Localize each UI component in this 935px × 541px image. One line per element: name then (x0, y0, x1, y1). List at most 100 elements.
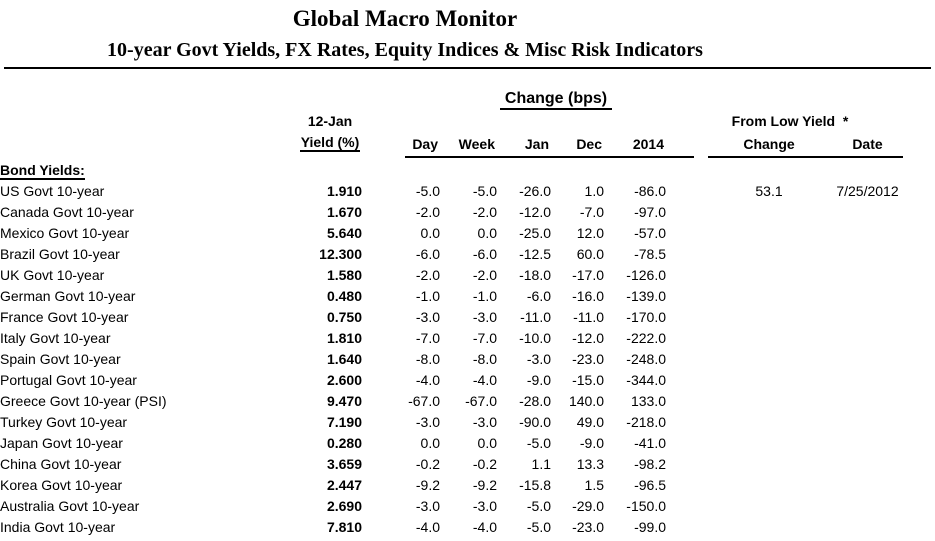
yield-cell: 1.670 (326, 204, 362, 220)
col-header-2014: 2014 (632, 136, 664, 152)
week-change-cell: -2.0 (472, 267, 497, 283)
section-row-filler (298, 160, 905, 181)
dec-change-cell: -7.0 (579, 204, 604, 220)
day-change-cell: -3.0 (415, 498, 440, 514)
week-change-cell: -7.0 (472, 330, 497, 346)
week-change-cell: -67.0 (465, 393, 497, 409)
from-low-change-cell (708, 349, 830, 370)
jan-change-cell: -25.0 (519, 225, 551, 241)
page-subtitle: 10-year Govt Yields, FX Rates, Equity In… (107, 39, 703, 61)
change-bps-group-header: Change (bps) (466, 90, 646, 110)
day-change-cell: -9.2 (415, 477, 440, 493)
table-row: German Govt 10-year 0.480 -1.0 -1.0 -6.0… (0, 286, 905, 307)
ytd-2014-change-cell: -57.0 (634, 225, 666, 241)
title-block: Global Macro Monitor 10-year Govt Yields… (0, 2, 810, 65)
ytd-2014-change-cell: -96.5 (634, 477, 666, 493)
table-row: Italy Govt 10-year 1.810 -7.0 -7.0 -10.0… (0, 328, 905, 349)
from-low-date-cell (830, 412, 905, 433)
week-change-cell: -0.2 (472, 456, 497, 472)
spacer-cell (666, 202, 708, 223)
day-change-cell: -1.0 (415, 288, 440, 304)
spacer-cell (666, 244, 708, 265)
col-header-low-change: Change (743, 136, 795, 152)
ytd-2014-change-cell: -98.2 (634, 456, 666, 472)
day-change-cell: -5.0 (415, 183, 440, 199)
jan-change-cell: -26.0 (519, 183, 551, 199)
table-row: Spain Govt 10-year 1.640 -8.0 -8.0 -3.0 … (0, 349, 905, 370)
spacer-cell (666, 265, 708, 286)
from-low-date-cell (830, 307, 905, 328)
spacer-cell (666, 307, 708, 328)
dec-change-cell: -17.0 (572, 267, 604, 283)
week-change-cell: 0.0 (477, 225, 497, 241)
day-change-cell: -4.0 (415, 519, 440, 535)
spacer-cell (666, 370, 708, 391)
from-low-yield-group-header: From Low Yield * (731, 113, 849, 129)
spacer-cell (666, 517, 708, 538)
jan-change-cell: -12.0 (519, 204, 551, 220)
from-low-date-cell (830, 517, 905, 538)
from-low-date-cell (830, 391, 905, 412)
yield-cell: 2.690 (326, 498, 362, 514)
from-low-date-cell (830, 265, 905, 286)
yield-cell: 9.470 (326, 393, 362, 409)
ytd-2014-change-cell: -139.0 (626, 288, 666, 304)
page-title: Global Macro Monitor (292, 6, 518, 31)
ytd-2014-change-cell: -150.0 (626, 498, 666, 514)
week-change-cell: -5.0 (472, 183, 497, 199)
week-change-cell: -2.0 (472, 204, 497, 220)
spacer-cell (666, 475, 708, 496)
ytd-2014-change-cell: -218.0 (626, 414, 666, 430)
yield-cell: 7.810 (326, 519, 362, 535)
col-header-dec: Dec (576, 136, 602, 152)
change-columns-divider (405, 156, 694, 158)
yield-cell: 2.600 (326, 372, 362, 388)
from-low-change-cell (708, 391, 830, 412)
dec-change-cell: 140.0 (568, 393, 604, 409)
row-label-cell: Mexico Govt 10-year (0, 225, 130, 241)
dec-change-cell: -23.0 (572, 519, 604, 535)
bond-yields-table: Bond Yields: US Govt 10-year 1.910 -5.0 … (0, 160, 905, 541)
dec-change-cell: -29.0 (572, 498, 604, 514)
dec-change-cell: 13.3 (576, 456, 604, 472)
from-low-change-cell (708, 286, 830, 307)
spacer-cell (666, 454, 708, 475)
section-label-cell: Bond Yields: (0, 160, 298, 181)
spacer-cell (666, 496, 708, 517)
dec-change-cell: 49.0 (576, 414, 604, 430)
from-low-date-cell (830, 433, 905, 454)
col-header-jan: Jan (524, 136, 549, 152)
from-low-change-cell (708, 433, 830, 454)
spacer-cell (666, 286, 708, 307)
row-label-cell: UK Govt 10-year (0, 267, 105, 283)
yield-cell: 12.300 (319, 246, 362, 262)
week-change-cell: -3.0 (472, 498, 497, 514)
table-row: Korea Govt 10-year 2.447 -9.2 -9.2 -15.8… (0, 475, 905, 496)
from-low-change-cell (708, 223, 830, 244)
from-low-date-cell (830, 454, 905, 475)
jan-change-cell: -12.5 (519, 246, 551, 262)
yield-cell: 5.640 (326, 225, 362, 241)
from-low-change-cell (708, 307, 830, 328)
spacer-cell (666, 433, 708, 454)
from-low-date-cell (830, 349, 905, 370)
ytd-2014-change-cell: -99.0 (634, 519, 666, 535)
row-label-cell: France Govt 10-year (0, 309, 129, 325)
day-change-cell: -6.0 (415, 246, 440, 262)
yield-cell: 2.447 (326, 477, 362, 493)
day-change-cell: -67.0 (408, 393, 440, 409)
spacer-cell (666, 412, 708, 433)
row-label-cell: Canada Govt 10-year (0, 204, 134, 220)
from-low-change-cell (708, 244, 830, 265)
jan-change-cell: -3.0 (526, 351, 551, 367)
from-low-change-cell: 53.1 (755, 183, 783, 199)
spacer-cell (666, 391, 708, 412)
row-label-cell: Greece Govt 10-year (PSI) (0, 393, 167, 409)
table-row: Canada Govt 10-year 1.670 -2.0 -2.0 -12.… (0, 202, 905, 223)
ytd-2014-change-cell: -97.0 (634, 204, 666, 220)
spacer-cell (666, 223, 708, 244)
table-row: India Govt 10-year 7.810 -4.0 -4.0 -5.0 … (0, 517, 905, 538)
yield-cell: 0.280 (326, 435, 362, 451)
from-low-change-cell (708, 328, 830, 349)
